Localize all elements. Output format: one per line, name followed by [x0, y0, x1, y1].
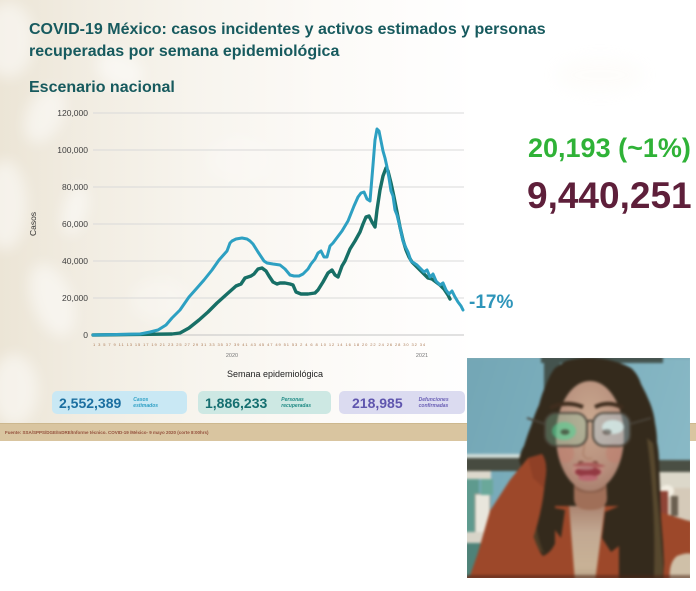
svg-text:Semana epidemiológica: Semana epidemiológica — [227, 369, 323, 379]
svg-text:100,000: 100,000 — [57, 145, 88, 155]
svg-text:Casos: Casos — [28, 212, 38, 236]
svg-text:0: 0 — [83, 330, 88, 340]
svg-text:60,000: 60,000 — [62, 219, 88, 229]
svg-text:1 3 5 7 9 11 13 15 17 19 21 23: 1 3 5 7 9 11 13 15 17 19 21 23 25 27 29 … — [93, 342, 426, 347]
svg-text:120,000: 120,000 — [57, 108, 88, 118]
svg-text:40,000: 40,000 — [62, 256, 88, 266]
svg-text:20,000: 20,000 — [62, 293, 88, 303]
svg-text:2021: 2021 — [416, 353, 428, 359]
svg-text:80,000: 80,000 — [62, 182, 88, 192]
svg-text:2020: 2020 — [226, 353, 238, 359]
